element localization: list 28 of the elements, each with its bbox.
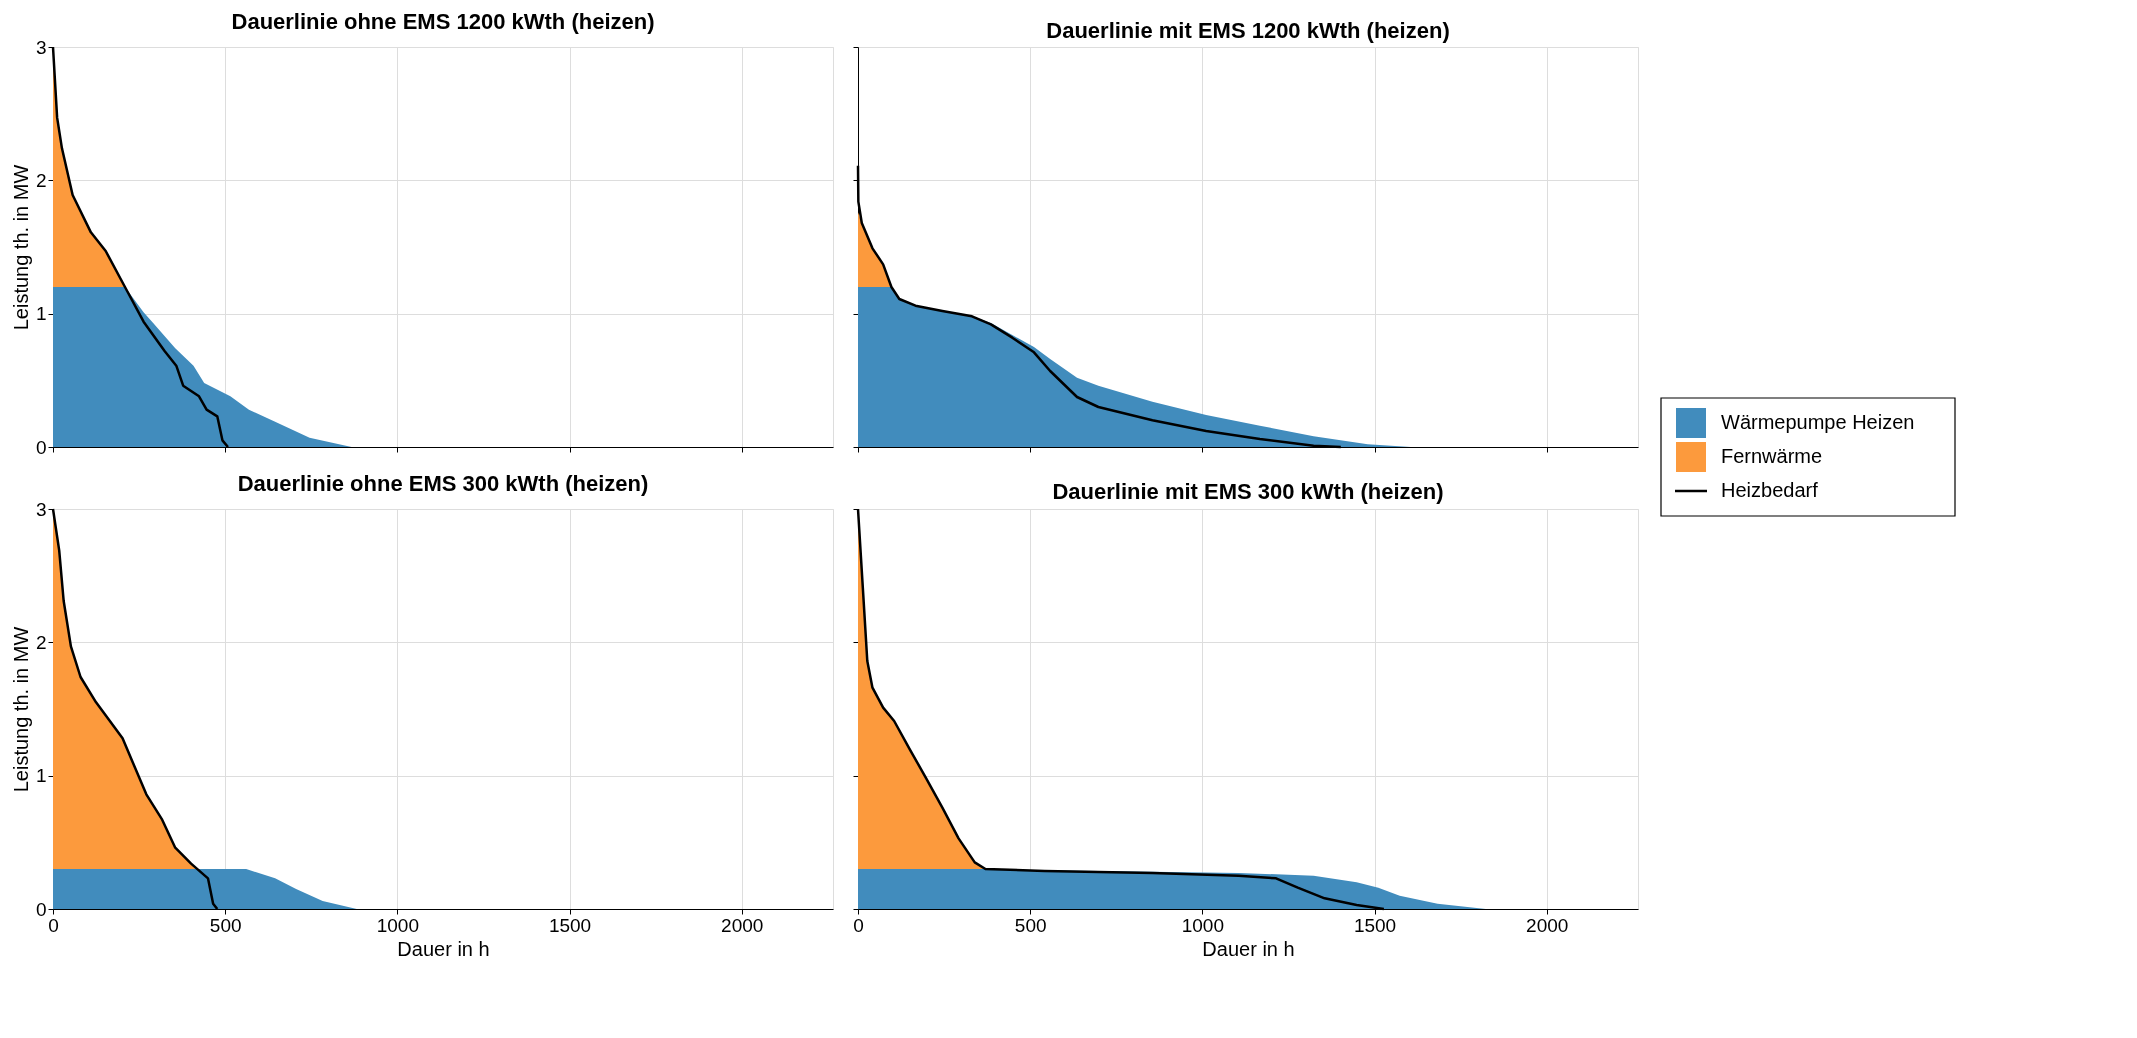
y-tick-label: 3 [35, 36, 47, 58]
chart-title: Dauerlinie ohne EMS 300 kWth (heizen) [237, 471, 649, 496]
y-tick-label: 1 [35, 765, 47, 787]
y-tick-label: 2 [35, 631, 47, 653]
y-tick-label: 0 [35, 436, 47, 458]
x-tick-label: 1000 [1181, 914, 1225, 936]
y-tick-label: 0 [35, 898, 47, 920]
y-axis-title: Leistung th. in MW [9, 164, 32, 331]
x-tick-label: 2000 [1526, 914, 1569, 936]
x-tick-label: 1500 [548, 914, 592, 936]
chart-title: Dauerlinie ohne EMS 1200 kWth (heizen) [231, 9, 655, 34]
x-tick-label: 500 [209, 914, 242, 936]
legend-label: Heizbedarf [1721, 479, 1819, 501]
y-tick-label: 2 [35, 169, 47, 191]
legend-label: Wärmepumpe Heizen [1721, 411, 1915, 433]
x-tick-label: 0 [853, 914, 864, 936]
legend-label: Fernwärme [1721, 445, 1823, 467]
x-axis-title: Dauer in h [1202, 937, 1295, 960]
y-tick-label: 1 [35, 303, 47, 325]
x-tick-label: 2000 [721, 914, 764, 936]
x-axis-title: Dauer in h [397, 937, 490, 960]
y-axis-title: Leistung th. in MW [9, 626, 32, 793]
x-tick-label: 1500 [1353, 914, 1397, 936]
chart-title: Dauerlinie mit EMS 300 kWth (heizen) [1052, 478, 1444, 504]
chart-title: Dauerlinie mit EMS 1200 kWth (heizen) [1046, 17, 1450, 43]
x-tick-label: 500 [1014, 914, 1047, 936]
y-tick-label: 3 [35, 498, 47, 520]
x-tick-label: 1000 [376, 914, 420, 936]
